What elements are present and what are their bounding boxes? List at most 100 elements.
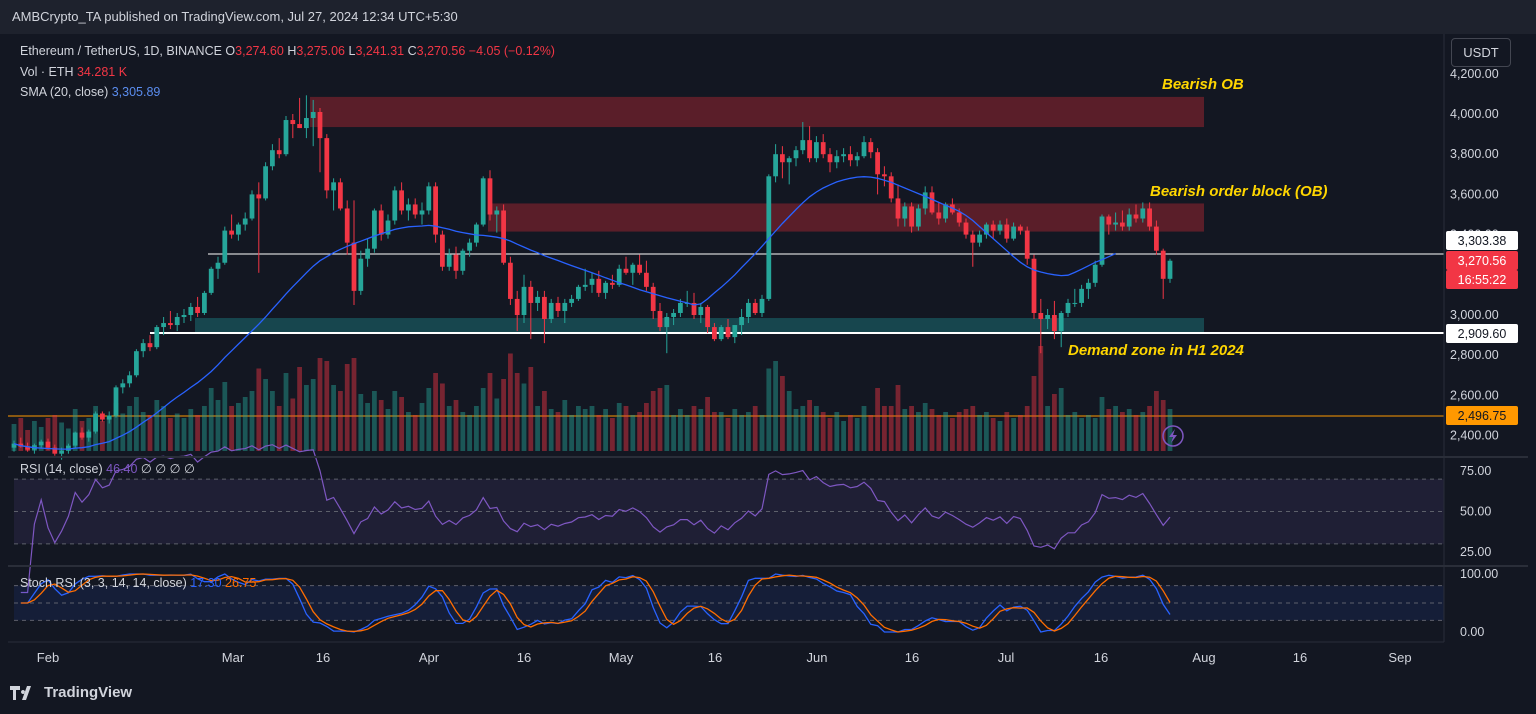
- volume-bar: [331, 385, 336, 451]
- rsi-value: 46.40: [106, 462, 138, 476]
- stoch-title[interactable]: Stoch RSI (3, 3, 14, 14, close): [20, 576, 187, 590]
- candle-body: [1004, 224, 1010, 239]
- candle-body: [1154, 226, 1159, 251]
- volume-bar: [283, 373, 289, 451]
- volume-bar: [1024, 406, 1030, 451]
- candle-body: [882, 174, 887, 177]
- time-tick: Mar: [222, 650, 245, 665]
- candle-body: [419, 210, 425, 215]
- zone-2: [195, 318, 1204, 333]
- volume-bar: [338, 391, 343, 451]
- sma-label[interactable]: SMA (20, close): [20, 85, 109, 99]
- volume-bar: [215, 400, 221, 451]
- volume-bar: [664, 385, 670, 451]
- candle-body: [317, 111, 323, 139]
- volume-bar: [814, 406, 819, 451]
- volume-bar: [909, 406, 914, 451]
- rsi-line: [20, 444, 1171, 594]
- candle-body: [508, 262, 513, 299]
- candle-body: [780, 154, 785, 163]
- volume-bar: [100, 421, 105, 451]
- volume-bar: [746, 412, 751, 451]
- volume-bar: [372, 391, 377, 451]
- volume-bar: [127, 406, 132, 451]
- candle-body: [263, 166, 268, 199]
- candle-body: [147, 343, 153, 348]
- volume-bar: [528, 367, 534, 451]
- volume-bar: [11, 424, 17, 451]
- candle-body: [875, 152, 880, 175]
- tradingview-logo[interactable]: TradingView: [10, 684, 132, 701]
- volume-bar: [140, 412, 146, 451]
- lightning-icon[interactable]: [1162, 425, 1184, 447]
- candle-body: [406, 204, 411, 211]
- chart-canvas[interactable]: 4,200.004,000.003,800.003,600.003,400.00…: [8, 34, 1528, 674]
- candle-body: [970, 234, 976, 243]
- rsi-tick: 25.00: [1460, 545, 1491, 559]
- time-tick: 16: [905, 650, 919, 665]
- volume-label[interactable]: Vol · ETH: [20, 64, 74, 79]
- volume-bar: [514, 373, 520, 451]
- low-value: 3,241.31: [355, 44, 405, 58]
- candle-body: [256, 194, 262, 199]
- rsi-title[interactable]: RSI (14, close): [20, 462, 103, 476]
- candle-body: [582, 284, 588, 287]
- rsi-tick: 75.00: [1460, 464, 1491, 478]
- volume-bar: [440, 383, 445, 451]
- candle-body: [698, 306, 704, 315]
- candle-body: [161, 323, 166, 328]
- candle-body: [535, 296, 540, 303]
- volume-bar: [208, 388, 214, 451]
- candle-body: [1113, 222, 1118, 225]
- volume-bar: [950, 418, 955, 451]
- candle-body: [467, 242, 472, 251]
- candle-body: [25, 446, 30, 450]
- symbol-label[interactable]: Ethereum / TetherUS, 1D, BINANCE: [20, 44, 222, 58]
- candle-body: [487, 178, 493, 215]
- price-tick: 3,800.00: [1450, 147, 1499, 161]
- price-tick: 2,600.00: [1450, 388, 1499, 402]
- candle-body: [990, 224, 996, 231]
- volume-bar: [671, 415, 676, 451]
- volume-bar: [147, 415, 153, 451]
- currency-button[interactable]: USDT: [1451, 38, 1511, 67]
- stoch-tick: 100.00: [1460, 567, 1498, 581]
- volume-bar: [1120, 412, 1125, 451]
- volume-bar: [780, 376, 785, 451]
- candle-body: [984, 224, 989, 235]
- volume-bar: [589, 406, 595, 451]
- volume-bar: [1126, 409, 1132, 451]
- time-tick: Aug: [1192, 650, 1215, 665]
- time-tick: Sep: [1388, 650, 1411, 665]
- candle-body: [372, 210, 377, 249]
- candle-body: [732, 325, 738, 338]
- volume-bar: [970, 406, 976, 451]
- candle-body: [1045, 315, 1050, 320]
- candle-body: [514, 298, 520, 315]
- volume-bar: [630, 415, 636, 451]
- sma-path: [13, 176, 1116, 450]
- volume-bar: [222, 382, 228, 451]
- volume-bar: [603, 409, 608, 451]
- candle-body: [45, 441, 51, 448]
- candle-body: [827, 154, 833, 163]
- volume-bar: [324, 361, 330, 451]
- volume-bar: [834, 412, 840, 451]
- stoch-rsi-panel: [14, 573, 1444, 633]
- price-tick: 3,000.00: [1450, 308, 1499, 322]
- candle-body: [453, 254, 459, 271]
- volume-bar: [297, 367, 302, 451]
- volume-bar: [718, 412, 724, 451]
- candle-body: [650, 286, 656, 311]
- candle-body: [399, 190, 404, 211]
- volume-bar: [174, 413, 180, 451]
- volume-bar: [195, 415, 200, 451]
- time-tick: 16: [1293, 650, 1307, 665]
- candle-body: [79, 432, 85, 438]
- volume-bar: [535, 406, 540, 451]
- volume-bar: [399, 397, 404, 451]
- volume-bar: [229, 406, 234, 451]
- candle-body: [943, 204, 948, 219]
- candle-body: [1167, 260, 1173, 279]
- candle-body: [671, 312, 676, 318]
